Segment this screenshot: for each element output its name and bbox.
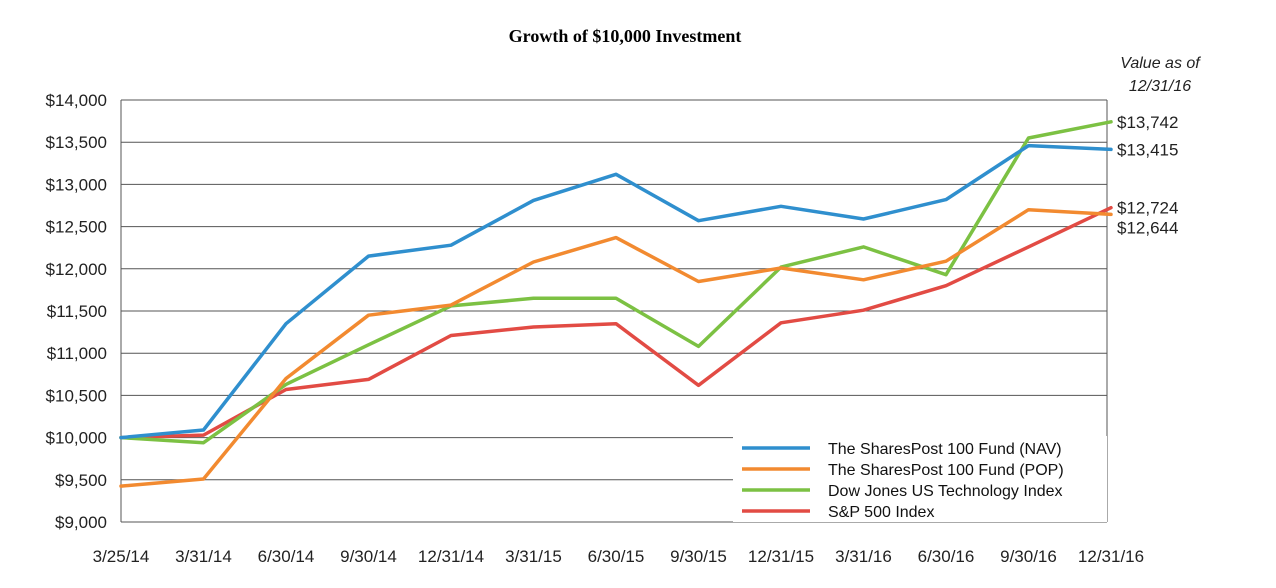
ytick-label: $11,500 bbox=[47, 302, 107, 321]
series-line-2 bbox=[119, 120, 1113, 445]
end-value-label: $12,644 bbox=[1117, 219, 1178, 238]
end-value-label: $13,415 bbox=[1117, 140, 1178, 159]
legend-box bbox=[733, 436, 1107, 522]
xtick-label: 6/30/15 bbox=[588, 547, 645, 566]
end-value-label: $12,724 bbox=[1117, 199, 1178, 218]
xtick-label: 12/31/15 bbox=[748, 547, 814, 566]
xtick-label: 3/31/14 bbox=[175, 547, 232, 566]
ytick-label: $10,000 bbox=[46, 429, 107, 448]
value-as-of-line2: 12/31/16 bbox=[1129, 78, 1191, 95]
ytick-label: $9,500 bbox=[55, 471, 107, 490]
xtick-label: 6/30/14 bbox=[258, 547, 315, 566]
ytick-label: $13,500 bbox=[46, 133, 107, 152]
legend-entry: S&P 500 Index bbox=[828, 504, 934, 521]
value-as-of-line1: Value as of bbox=[1120, 55, 1201, 72]
xtick-label: 9/30/14 bbox=[340, 547, 397, 566]
end-value-label: $13,742 bbox=[1117, 113, 1178, 132]
series-line-3 bbox=[119, 205, 1113, 440]
xtick-label: 3/31/15 bbox=[505, 547, 562, 566]
legend-entry: The SharesPost 100 Fund (POP) bbox=[828, 462, 1064, 479]
ytick-label: $9,000 bbox=[55, 513, 107, 532]
ytick-label: $12,000 bbox=[46, 260, 107, 279]
ytick-label: $13,000 bbox=[46, 175, 107, 194]
legend-entry: Dow Jones US Technology Index bbox=[828, 483, 1063, 500]
chart-title: Growth of $10,000 Investment bbox=[509, 26, 742, 46]
xtick-label: 3/31/16 bbox=[835, 547, 892, 566]
legend-entry: The SharesPost 100 Fund (NAV) bbox=[828, 441, 1062, 458]
ytick-label: $12,500 bbox=[46, 218, 107, 237]
ytick-label: $14,000 bbox=[46, 91, 107, 110]
xtick-label: 9/30/16 bbox=[1000, 547, 1057, 566]
ytick-label: $10,500 bbox=[46, 386, 107, 405]
xtick-label: 12/31/16 bbox=[1078, 547, 1144, 566]
series-line-0 bbox=[119, 143, 1113, 440]
ytick-label: $11,000 bbox=[47, 344, 107, 363]
xtick-label: 12/31/14 bbox=[418, 547, 484, 566]
xtick-label: 6/30/16 bbox=[918, 547, 975, 566]
xtick-label: 3/25/14 bbox=[93, 547, 150, 566]
xtick-label: 9/30/15 bbox=[670, 547, 727, 566]
